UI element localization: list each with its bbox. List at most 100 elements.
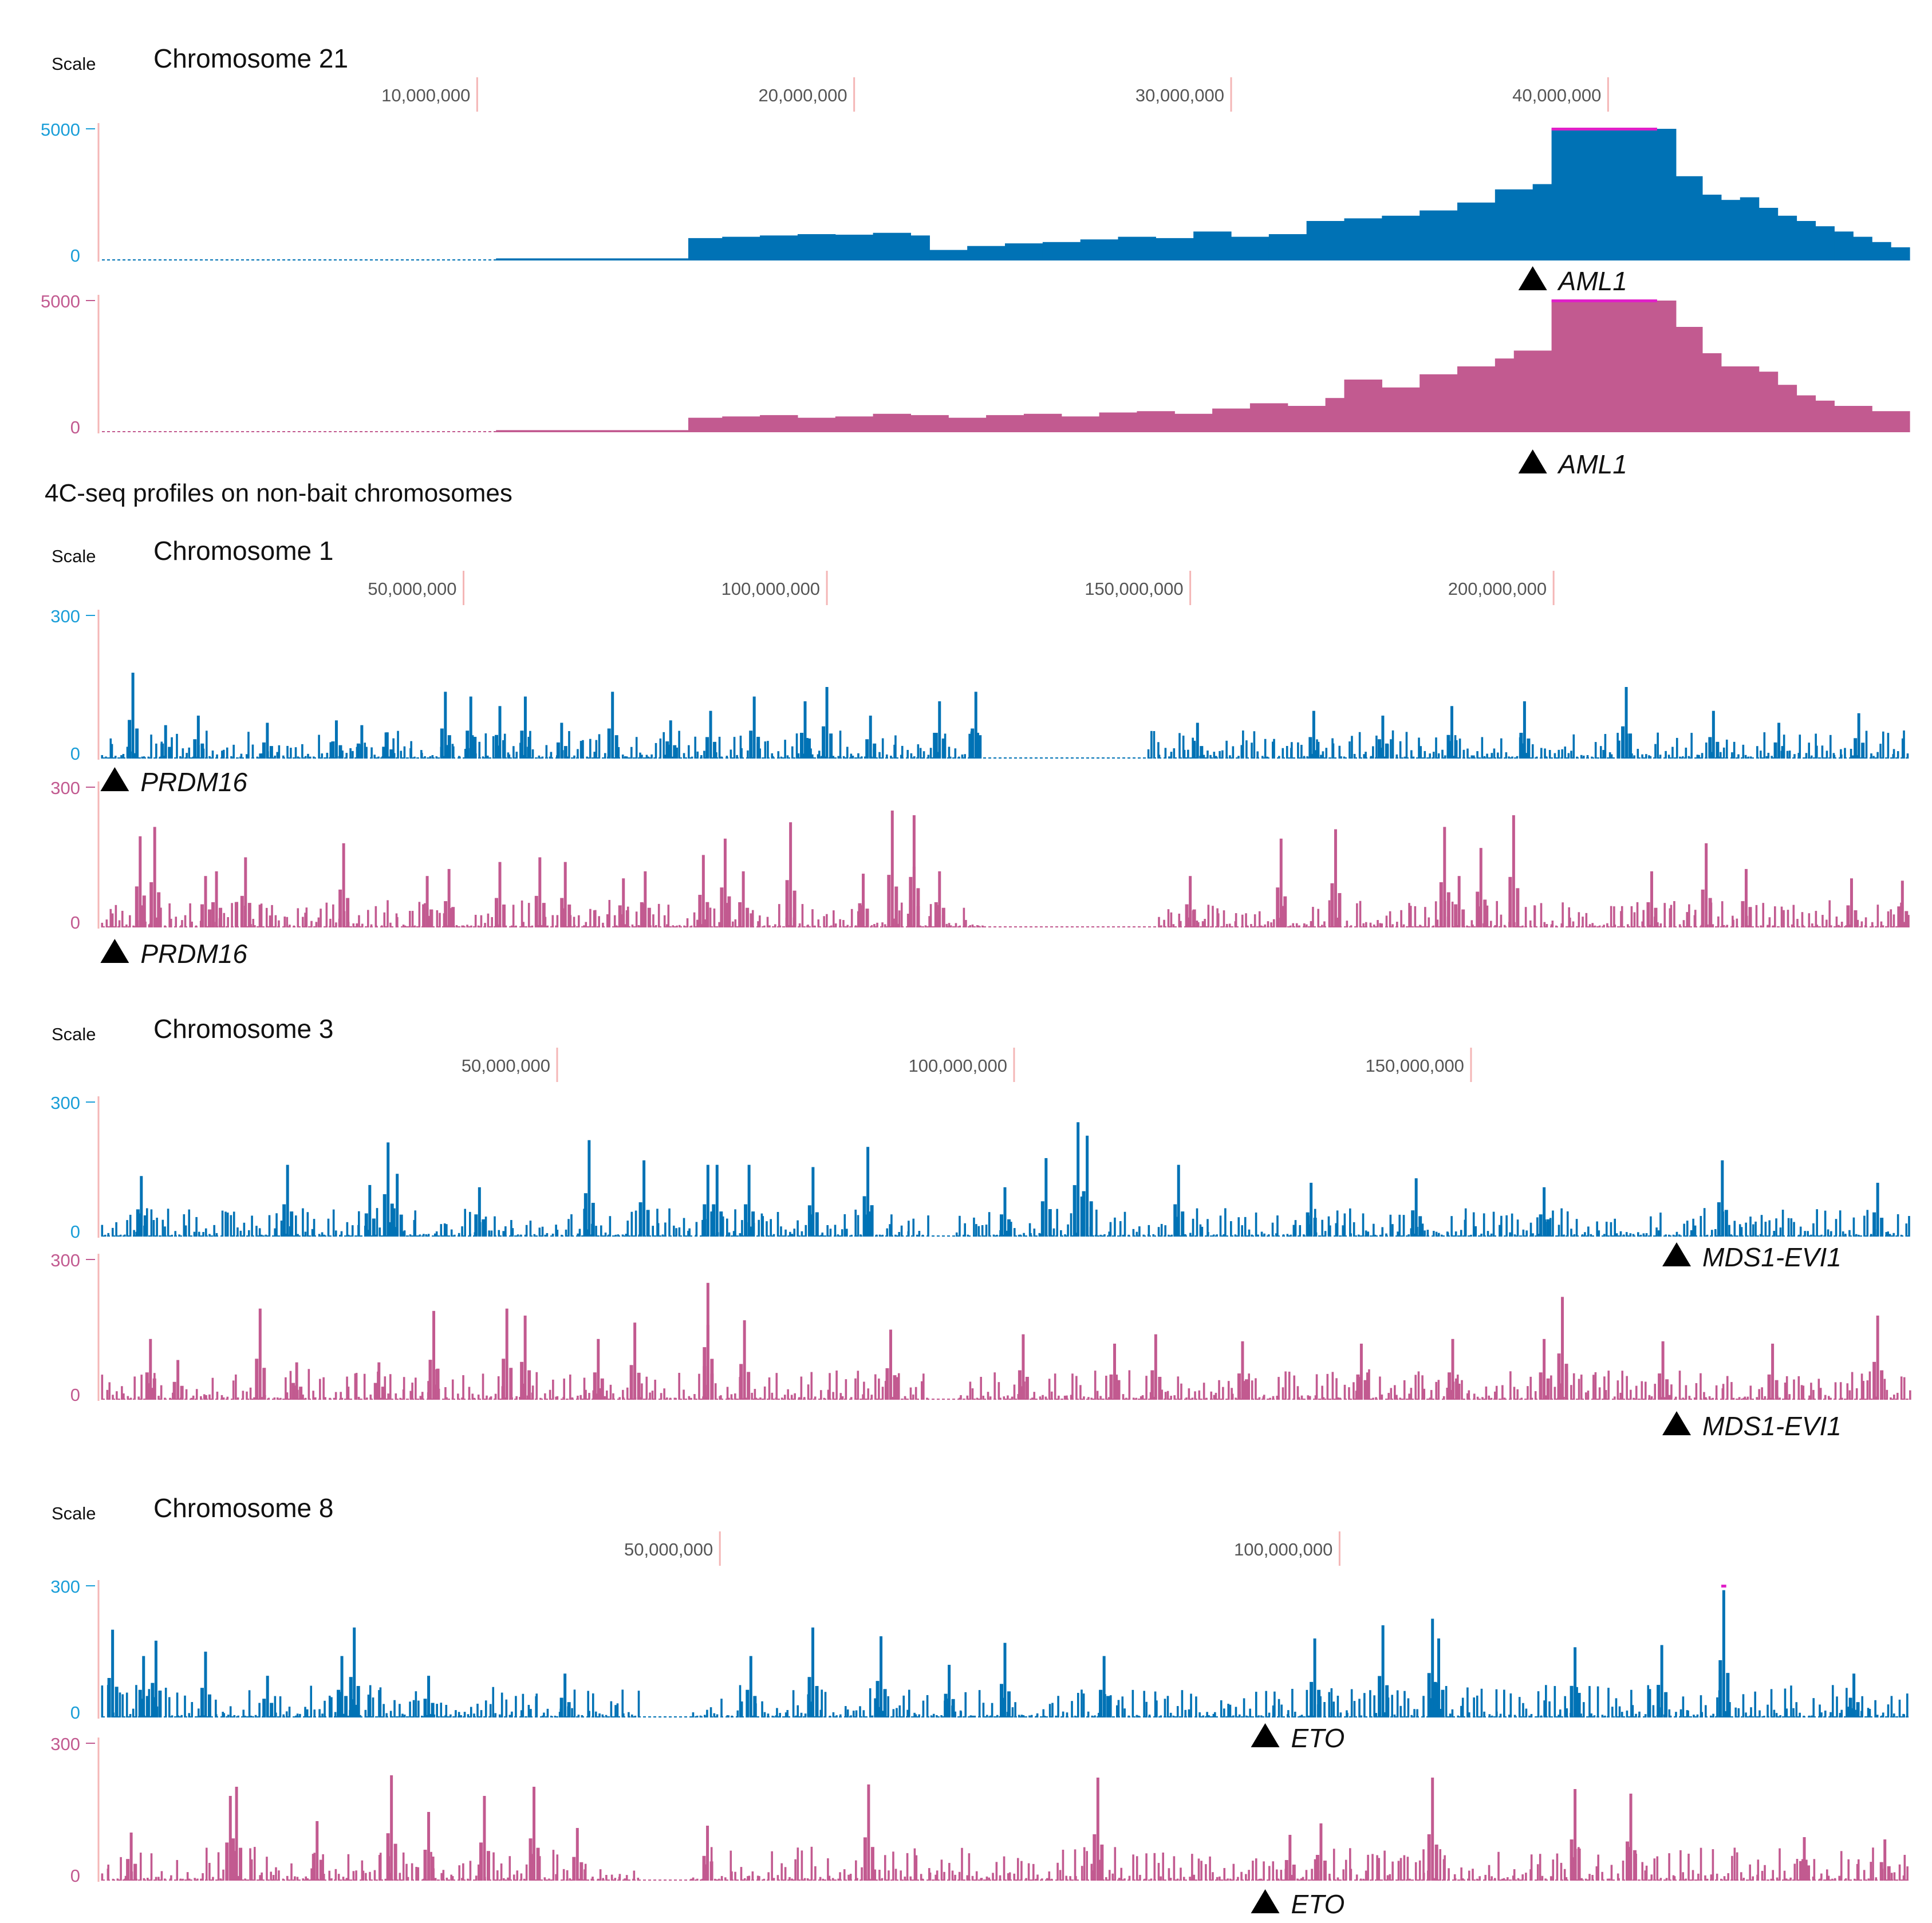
signal-peak-shoulder (486, 1851, 490, 1881)
signal-bar (586, 1229, 589, 1237)
signal-bar (255, 1226, 258, 1237)
signal-peak-shoulder (529, 1838, 533, 1881)
signal-bar (393, 753, 396, 759)
signal-bar (358, 915, 360, 927)
signal-bar (798, 923, 801, 927)
signal-bar (1402, 1215, 1405, 1237)
signal-bar (1160, 925, 1162, 927)
signal-bar (551, 915, 554, 927)
signal-bar (1292, 923, 1295, 927)
signal-bar (1625, 1232, 1628, 1237)
signal-bar (259, 753, 261, 759)
signal-bar (389, 1374, 392, 1400)
signal-peak-shoulder (172, 1381, 176, 1400)
signal-peak (385, 732, 389, 759)
signal-bar (1875, 1877, 1878, 1881)
signal-peak (387, 1142, 390, 1237)
signal-bar (1522, 1703, 1524, 1717)
signal-bin (1675, 327, 1703, 432)
signal-bar (1355, 1874, 1358, 1881)
signal-bar (1346, 921, 1349, 927)
signal-bar (748, 1875, 751, 1881)
signal-bar (1890, 1397, 1892, 1400)
signal-bar (1353, 753, 1356, 759)
signal-bar (1322, 751, 1324, 759)
signal-peak-shoulder (583, 1193, 588, 1237)
signal-bar (894, 1869, 897, 1881)
signal-bar (1075, 1376, 1078, 1400)
signal-bar (1742, 1397, 1745, 1400)
signal-bar (610, 1874, 613, 1881)
signal-peak-shoulder (479, 1842, 483, 1881)
signal-bar (342, 1877, 345, 1881)
signal-peak-shoulder (1664, 1692, 1668, 1717)
signal-bar (562, 1869, 565, 1881)
signal-bar (1472, 1869, 1474, 1881)
signal-bar (589, 739, 592, 759)
signal-bar (1840, 922, 1843, 927)
signal-bar (1731, 752, 1733, 759)
signal-bar (784, 740, 786, 759)
signal-bar (1282, 1387, 1284, 1400)
signal-bar (1704, 1875, 1706, 1881)
signal-bar (1437, 753, 1440, 759)
signal-bar (1756, 746, 1758, 759)
signal-bar (279, 1397, 282, 1400)
signal-bar (1272, 1861, 1275, 1881)
signal-bin (1758, 208, 1779, 260)
signal-bar (1336, 1210, 1339, 1237)
signal-bar (496, 1870, 499, 1881)
signal-bar (908, 1689, 910, 1717)
y-tick-label-zero: 0 (70, 1703, 80, 1723)
signal-peak-shoulder (1519, 733, 1523, 759)
signal-bar (294, 747, 297, 759)
signal-bar (230, 1215, 232, 1237)
signal-bar (304, 913, 306, 927)
signal-bar (917, 744, 920, 759)
signal-peak-shoulder (1446, 735, 1450, 759)
signal-bar (302, 1208, 304, 1237)
signal-bar (1394, 1385, 1396, 1400)
signal-bar (392, 738, 395, 759)
signal-bar (999, 1397, 1002, 1400)
signal-bar (208, 1394, 211, 1400)
signal-bar (1003, 1396, 1006, 1400)
signal-bar (492, 736, 495, 759)
signal-bar (461, 925, 463, 927)
signal-bar (976, 925, 979, 927)
signal-bar (1712, 924, 1714, 927)
signal-bar (871, 1715, 874, 1717)
signal-bar (1457, 1715, 1460, 1717)
signal-bar (1672, 1234, 1675, 1237)
signal-bar (1481, 1397, 1484, 1400)
signal-bar (771, 1851, 773, 1881)
signal-bar (1470, 755, 1473, 759)
signal-bar (1466, 925, 1468, 927)
signal-peak-shoulder (1000, 1684, 1003, 1717)
signal-bar (232, 1211, 235, 1237)
signal-peak-shoulder (145, 1372, 149, 1400)
signal-peak-shoulder (200, 1688, 204, 1717)
signal-bar (1409, 906, 1412, 927)
signal-bar (1173, 748, 1176, 759)
signal-bar (538, 1227, 541, 1237)
signal-bar (421, 1392, 424, 1400)
signal-bar (119, 1234, 122, 1237)
signal-bar (975, 1871, 978, 1881)
signal-peak (1523, 701, 1526, 759)
signal-bar (1726, 1376, 1729, 1400)
signal-bar (369, 1394, 372, 1400)
signal-bar (101, 922, 104, 927)
signal-bar (1472, 924, 1474, 927)
signal-bar (282, 755, 285, 759)
signal-bar (1299, 1225, 1302, 1237)
signal-bar (1081, 1689, 1083, 1717)
signal-bar (831, 1878, 834, 1881)
signal-bar (419, 1234, 421, 1237)
signal-bar (1732, 1397, 1735, 1400)
signal-bar (1007, 1395, 1009, 1400)
signal-bar (1722, 1384, 1725, 1400)
signal-bar (1812, 1698, 1815, 1717)
signal-bar (133, 1230, 135, 1237)
